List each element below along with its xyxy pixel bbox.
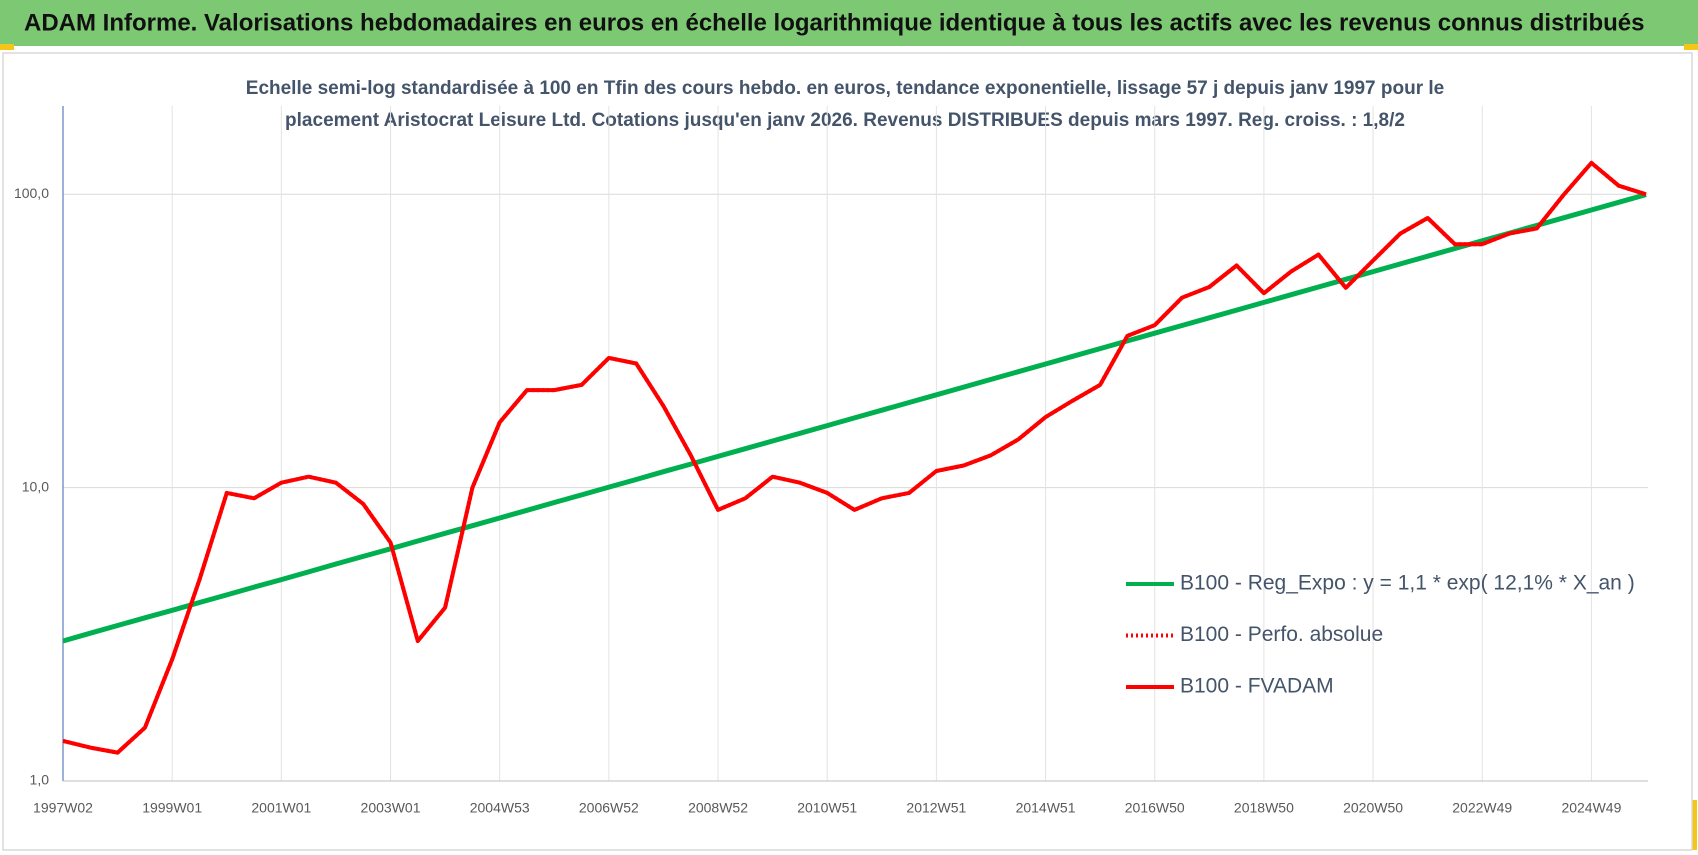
data-line: [62, 160, 1647, 755]
x-tick-label: 2004W53: [470, 800, 530, 816]
x-tick-label: 2010W51: [797, 800, 857, 816]
x-tick-label: 2020W50: [1343, 800, 1403, 816]
x-tick-label: 2018W50: [1234, 800, 1294, 816]
y-tick-label: 100,0: [14, 185, 49, 201]
corner-mark: [0, 44, 14, 50]
data-line: [62, 160, 1647, 755]
data-line: [62, 192, 1647, 644]
corner-mark: [1692, 800, 1697, 850]
y-tick-label: 10,0: [22, 478, 49, 494]
legend-label: B100 - FVADAM: [1180, 675, 1334, 698]
x-tick-label: 2024W49: [1561, 800, 1621, 816]
x-tick-label: 2003W01: [361, 800, 421, 816]
legend-label: B100 - Reg_Expo : y = 1,1 * exp( 12,1% *…: [1180, 572, 1635, 595]
legend-label: B100 - Perfo. absolue: [1180, 623, 1383, 646]
x-tick-label: 2001W01: [251, 800, 311, 816]
x-tick-label: 2016W50: [1125, 800, 1185, 816]
y-tick-label: 1,0: [30, 772, 50, 788]
chart-title: placement Aristocrat Leisure Ltd. Cotati…: [285, 110, 1405, 131]
x-tick-label: 2014W51: [1016, 800, 1076, 816]
page-title: ADAM Informe. Valorisations hebdomadaire…: [24, 9, 1644, 36]
x-tick-label: 2022W49: [1452, 800, 1512, 816]
chart-title: Echelle semi-log standardisée à 100 en T…: [246, 78, 1444, 99]
chart-frame: [2, 52, 1693, 851]
x-tick-label: 1999W01: [142, 800, 202, 816]
corner-mark: [1684, 44, 1698, 50]
x-tick-label: 2012W51: [906, 800, 966, 816]
x-tick-label: 2006W52: [579, 800, 639, 816]
header-bar: [0, 0, 1698, 46]
x-tick-label: 2008W52: [688, 800, 748, 816]
x-tick-label: 1997W02: [33, 800, 93, 816]
